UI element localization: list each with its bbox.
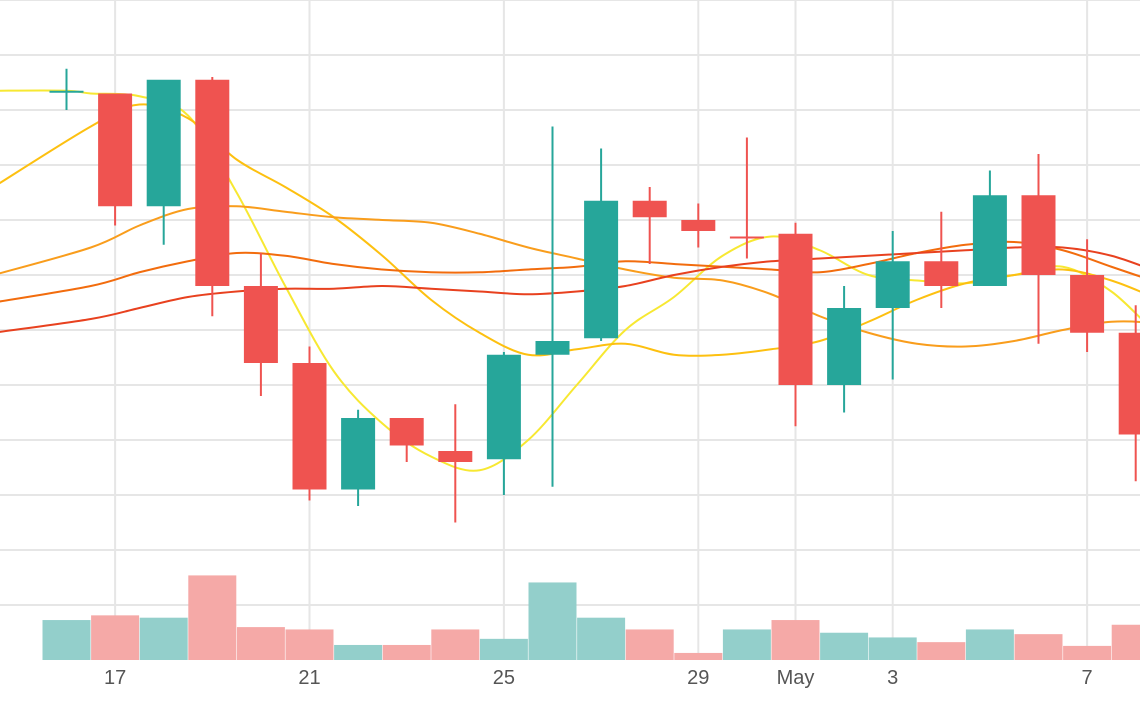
x-tick-label: 7 — [1082, 667, 1093, 689]
volume-bar — [1111, 624, 1140, 660]
candle — [972, 170, 1007, 286]
candle — [1070, 239, 1105, 352]
volume-bars — [42, 575, 1140, 660]
candle-body — [827, 308, 862, 385]
candle-body — [875, 261, 910, 308]
volume-bar — [1063, 645, 1112, 660]
volume-bar — [722, 629, 771, 660]
candle — [729, 137, 764, 259]
candle — [49, 68, 84, 110]
candle-body — [243, 286, 278, 363]
candle-body — [292, 363, 327, 490]
x-tick-label: 21 — [298, 667, 320, 689]
candle-body — [98, 93, 133, 207]
candles — [49, 68, 1140, 523]
volume-bar — [188, 575, 237, 660]
candle — [1021, 154, 1056, 344]
candle-body — [146, 79, 181, 207]
volume-bar — [868, 637, 917, 660]
volume-bar — [528, 582, 577, 660]
volume-bar — [285, 629, 334, 660]
candle-body — [924, 261, 959, 286]
volume-bar — [334, 644, 383, 660]
candle-body — [729, 236, 764, 239]
candle-body — [778, 233, 813, 385]
moving-average-line — [0, 240, 1140, 303]
candle-body — [341, 418, 376, 490]
candle — [486, 352, 521, 495]
candle — [584, 148, 619, 341]
candle — [681, 203, 716, 248]
candle — [535, 126, 570, 487]
volume-bar — [479, 638, 528, 660]
candle-body — [1021, 195, 1056, 275]
candle — [924, 211, 959, 308]
candle — [778, 222, 813, 427]
candle — [195, 77, 230, 317]
volume-bar — [771, 620, 820, 660]
volume-bar — [674, 652, 723, 660]
volume-bar — [917, 642, 966, 660]
x-tick-label: 17 — [104, 667, 126, 689]
volume-bar — [577, 617, 626, 660]
candle-body — [584, 200, 619, 339]
moving-average-line — [0, 205, 1140, 348]
candle — [875, 231, 910, 380]
volume-bar — [42, 620, 91, 660]
candle-body — [195, 79, 230, 286]
candle-body — [1118, 332, 1140, 435]
candle — [438, 404, 473, 523]
candle — [389, 418, 424, 462]
candle-body — [49, 90, 84, 93]
candle — [243, 253, 278, 396]
candle — [292, 346, 327, 501]
candle — [827, 286, 862, 413]
candle — [1118, 305, 1140, 482]
candle-body — [389, 418, 424, 446]
volume-bar — [965, 629, 1014, 660]
candle-body — [1070, 275, 1105, 333]
x-tick-label: 25 — [493, 667, 515, 689]
candle-body — [486, 354, 521, 460]
candle-body — [535, 341, 570, 355]
candle — [98, 93, 133, 226]
candle-body — [972, 195, 1007, 286]
volume-bar — [382, 644, 431, 660]
volume-bar — [820, 632, 869, 660]
candle-body — [438, 451, 473, 462]
candle-body — [681, 220, 716, 231]
volume-bar — [1014, 634, 1063, 660]
x-tick-label: May — [777, 667, 815, 689]
moving-average-line — [0, 245, 1140, 333]
x-tick-label: 29 — [687, 667, 709, 689]
volume-bar — [236, 627, 285, 660]
candle — [146, 79, 181, 245]
volume-bar — [91, 615, 140, 660]
candle — [341, 409, 376, 506]
volume-bar — [139, 617, 188, 660]
volume-bar — [625, 629, 674, 660]
x-tick-label: 3 — [887, 667, 898, 689]
candle-body — [632, 200, 667, 218]
volume-bar — [431, 629, 480, 660]
candle — [632, 187, 667, 264]
x-axis-ticks: 17 21 25 29 May 3 7 — [104, 667, 1093, 689]
